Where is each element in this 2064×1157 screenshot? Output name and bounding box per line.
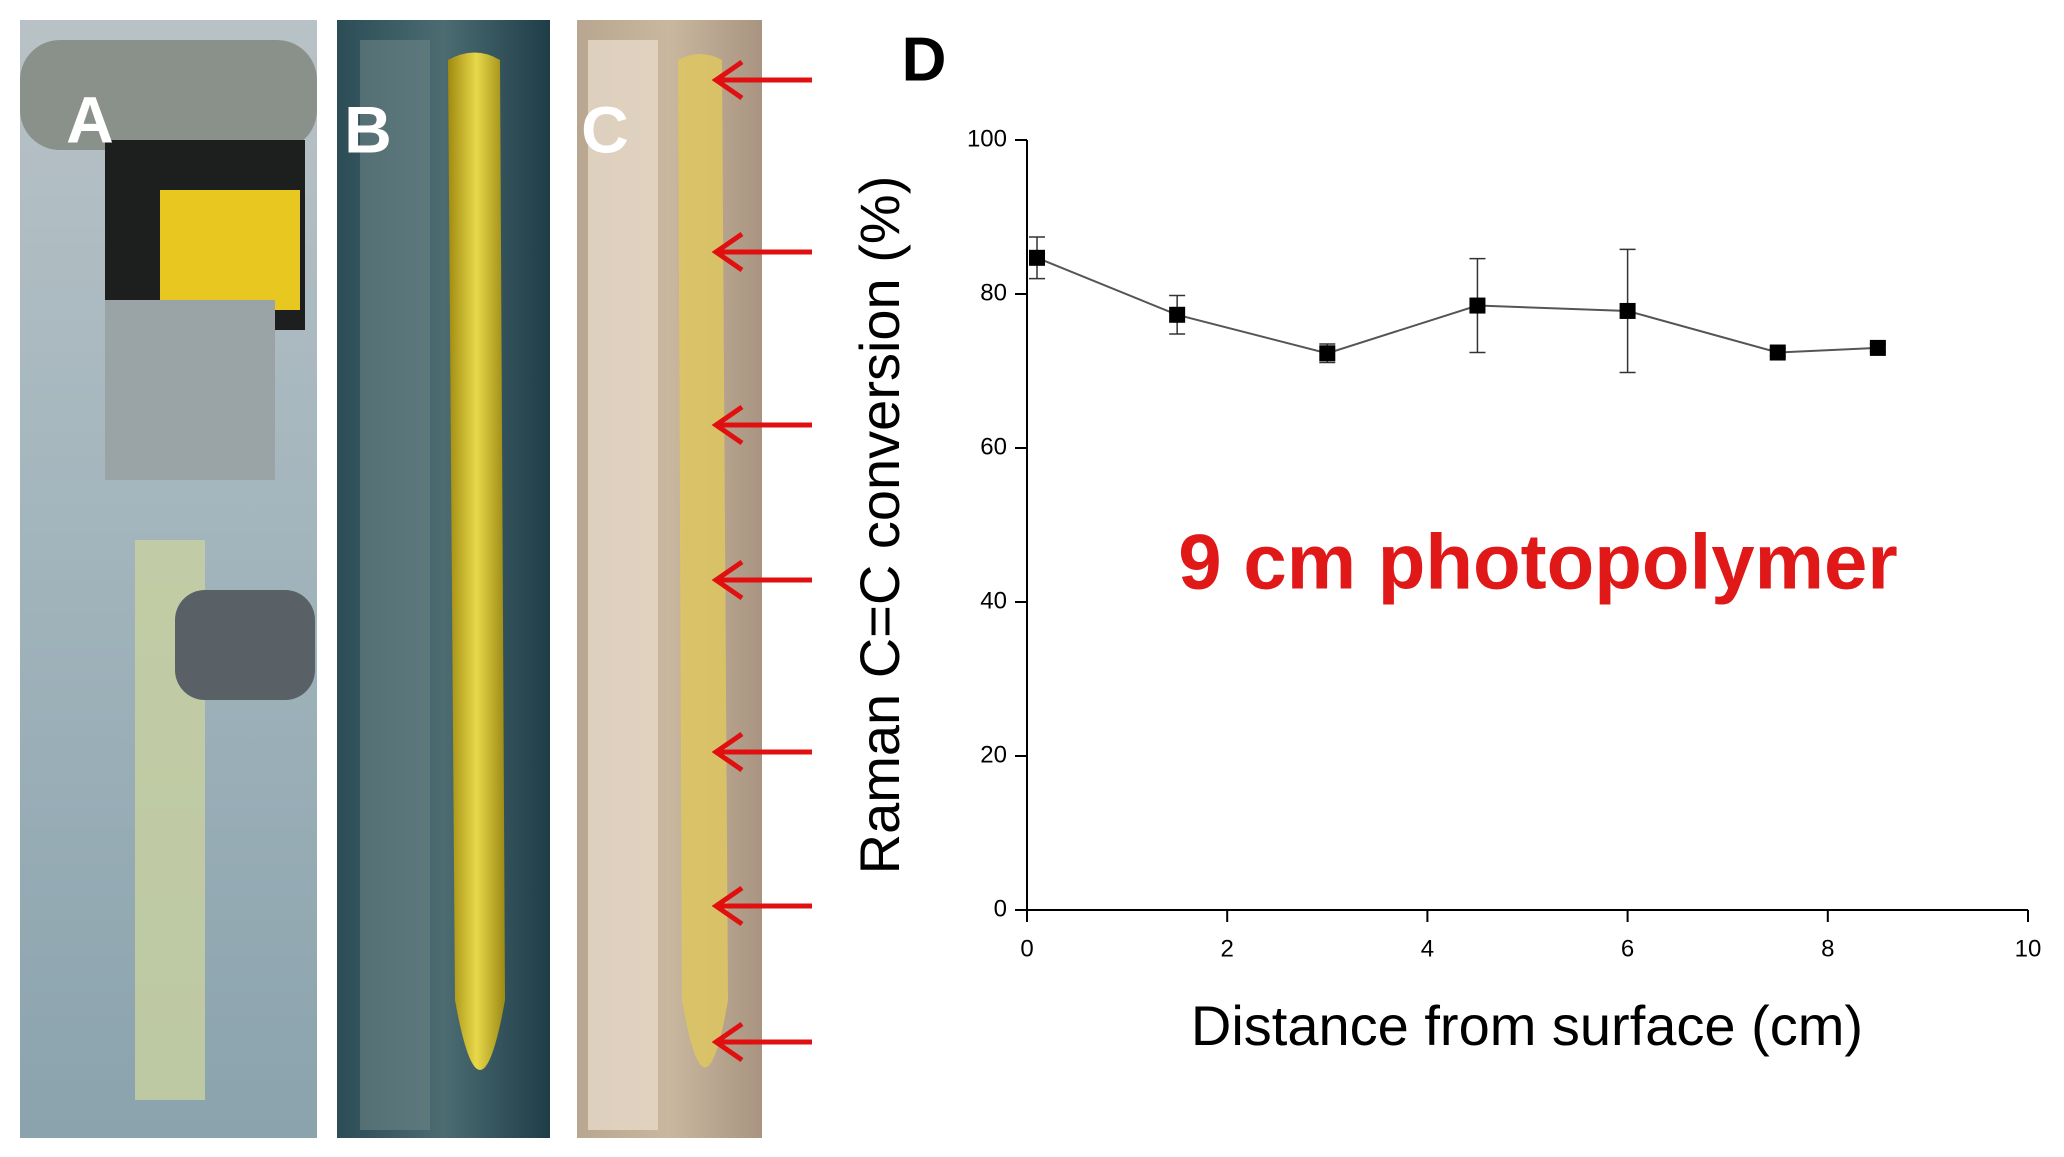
panel-label: D bbox=[902, 25, 947, 94]
annotation: 9 cm photopolymer bbox=[1178, 518, 1897, 606]
y-tick-label: 40 bbox=[980, 587, 1007, 614]
x-tick-label: 8 bbox=[1821, 935, 1834, 962]
data-point bbox=[1769, 344, 1786, 361]
data-point bbox=[1319, 345, 1336, 362]
data-point bbox=[1619, 302, 1636, 319]
x-tick-label: 4 bbox=[1421, 935, 1434, 962]
x-tick-label: 10 bbox=[2015, 935, 2042, 962]
y-tick-label: 20 bbox=[980, 741, 1007, 768]
y-tick-label: 60 bbox=[980, 433, 1007, 460]
x-axis-label: Distance from surface (cm) bbox=[1191, 994, 1863, 1057]
photo-c bbox=[577, 20, 762, 1138]
photo-b bbox=[337, 20, 550, 1138]
panel-label: C bbox=[581, 92, 629, 166]
x-tick-label: 6 bbox=[1621, 935, 1634, 962]
y-tick-label: 80 bbox=[980, 279, 1007, 306]
x-tick-label: 2 bbox=[1221, 935, 1234, 962]
photo-a bbox=[20, 20, 317, 1138]
data-line bbox=[1036, 256, 1878, 355]
y-tick-label: 100 bbox=[967, 125, 1007, 152]
y-axis-label: Raman C=C conversion (%) bbox=[848, 176, 911, 875]
data-point bbox=[1029, 249, 1046, 266]
data-point bbox=[1869, 339, 1886, 356]
x-tick-label: 0 bbox=[1020, 935, 1033, 962]
data-point bbox=[1169, 306, 1186, 323]
y-tick-label: 0 bbox=[994, 895, 1007, 922]
panel-label: B bbox=[344, 92, 392, 166]
data-point bbox=[1469, 297, 1486, 314]
panel-label: A bbox=[66, 82, 114, 156]
arrows bbox=[711, 59, 812, 1063]
